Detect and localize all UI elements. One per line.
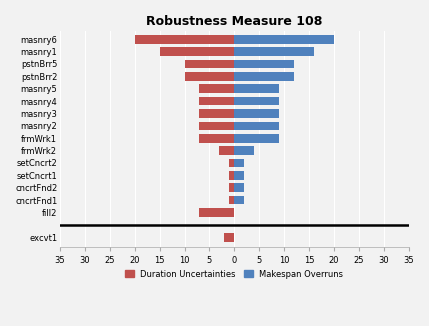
Bar <box>234 146 254 155</box>
Bar <box>230 196 234 204</box>
Bar <box>199 84 234 93</box>
Bar <box>234 35 334 44</box>
Bar <box>184 60 234 68</box>
Bar <box>234 72 294 81</box>
Bar <box>234 122 279 130</box>
Bar <box>234 134 279 142</box>
Bar <box>234 47 314 56</box>
Bar <box>230 159 234 167</box>
Bar <box>234 196 245 204</box>
Bar <box>184 72 234 81</box>
Bar <box>230 184 234 192</box>
Bar <box>219 146 234 155</box>
Title: Robustness Measure 108: Robustness Measure 108 <box>146 15 323 28</box>
Bar <box>199 122 234 130</box>
Bar <box>199 109 234 118</box>
Bar <box>199 134 234 142</box>
Bar <box>160 47 234 56</box>
Bar <box>234 159 245 167</box>
Bar <box>230 171 234 180</box>
Bar <box>135 35 234 44</box>
Bar <box>234 171 245 180</box>
Bar <box>234 60 294 68</box>
Bar <box>199 208 234 217</box>
Bar <box>224 233 234 242</box>
Legend: Duration Uncertainties, Makespan Overruns: Duration Uncertainties, Makespan Overrun… <box>122 266 347 282</box>
Bar <box>234 109 279 118</box>
Bar <box>234 84 279 93</box>
Bar <box>234 184 245 192</box>
Bar <box>199 97 234 105</box>
Bar <box>234 97 279 105</box>
